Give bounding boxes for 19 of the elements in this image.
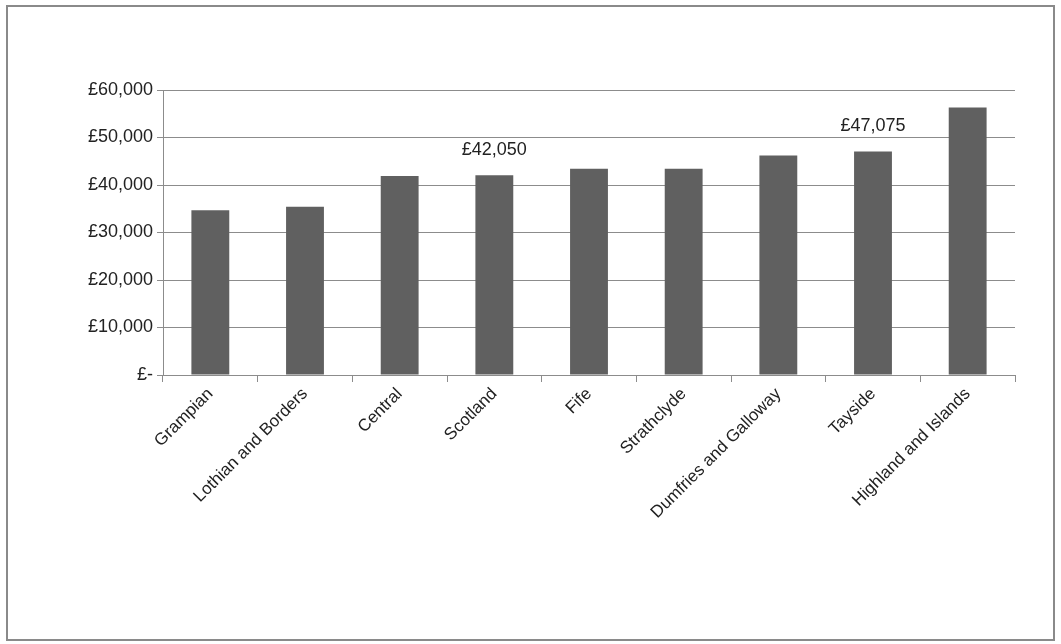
y-tick-label: £50,000 bbox=[87, 126, 153, 147]
y-tick-label: £20,000 bbox=[87, 268, 153, 289]
bar bbox=[191, 210, 230, 375]
y-tick-label: £- bbox=[136, 363, 153, 384]
data-label: £42,050 bbox=[461, 139, 527, 160]
y-tick-label: £60,000 bbox=[87, 78, 153, 99]
y-tick-label: £40,000 bbox=[87, 173, 153, 194]
x-tick-label: Fife bbox=[561, 383, 596, 418]
y-tick-label: £10,000 bbox=[87, 316, 153, 337]
data-label: £47,075 bbox=[840, 115, 906, 136]
bar bbox=[286, 206, 324, 375]
bar bbox=[948, 107, 987, 375]
bar bbox=[854, 151, 892, 375]
bar bbox=[759, 155, 798, 375]
y-tick-label: £30,000 bbox=[87, 221, 153, 242]
bar bbox=[380, 175, 419, 375]
bar bbox=[570, 168, 608, 375]
bar bbox=[664, 168, 703, 375]
bar bbox=[475, 175, 514, 375]
